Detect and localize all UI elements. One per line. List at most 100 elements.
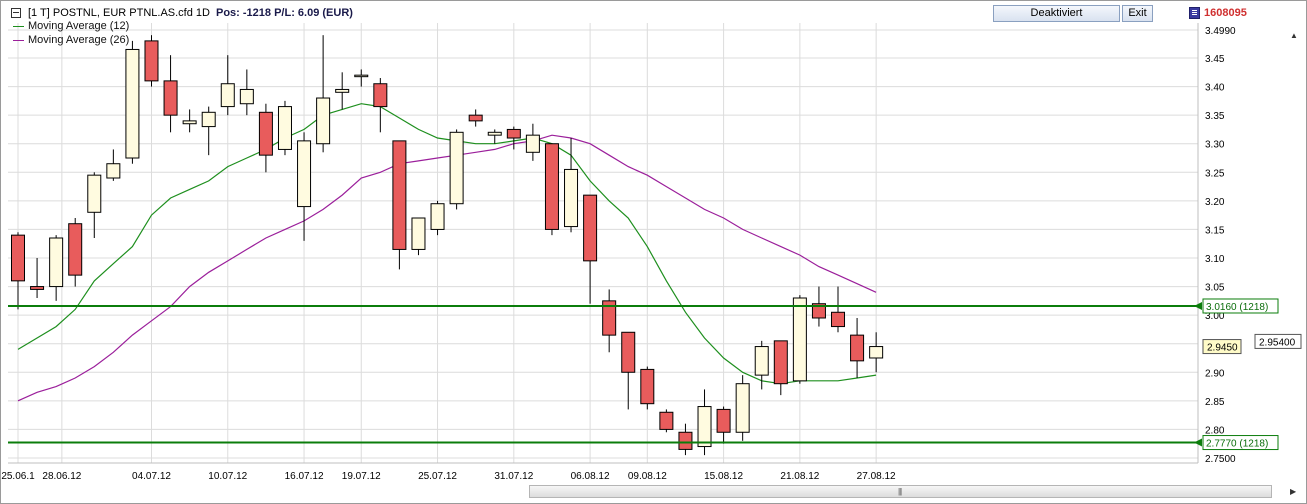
candle <box>583 194 598 304</box>
candle-body <box>811 303 826 319</box>
candle-body <box>544 143 559 230</box>
candle-body <box>392 140 407 250</box>
candle <box>468 109 483 127</box>
x-tick-label: 09.08.12 <box>628 471 667 482</box>
candle <box>831 286 846 333</box>
candle-body <box>754 346 769 376</box>
candle <box>449 129 464 210</box>
candle <box>392 140 407 270</box>
candle-body <box>583 194 598 262</box>
y-tick-label: 2.90 <box>1205 368 1225 379</box>
candle <box>621 331 636 410</box>
collapse-box-icon[interactable] <box>11 8 21 18</box>
legend-ma12: Moving Average (12) <box>13 20 129 33</box>
x-tick-label: 25.07.12 <box>418 471 457 482</box>
candle <box>201 106 216 156</box>
order-line-label: 3.0160 (1218) <box>1206 302 1268 313</box>
candle-body <box>49 237 64 288</box>
candle-body <box>354 74 369 78</box>
legend-ma26-label: Moving Average (26) <box>28 34 130 46</box>
y-tick-label: 2.85 <box>1205 397 1225 408</box>
candle-body <box>564 168 579 228</box>
candle-body <box>30 286 45 290</box>
candle-body <box>831 311 846 328</box>
candle-body <box>201 111 216 128</box>
candle-body <box>125 48 140 159</box>
candle <box>125 40 140 164</box>
x-tick-label: 06.08.12 <box>571 471 610 482</box>
candle <box>316 35 331 153</box>
order-line-label: 2.7770 (1218) <box>1206 439 1268 450</box>
y-tick-label: 3.35 <box>1205 111 1225 122</box>
x-tick-label: 16.07.12 <box>285 471 324 482</box>
position-info: Pos: -1218 P/L: 6.09 (EUR) <box>216 7 353 19</box>
candle-body <box>735 383 750 433</box>
candle <box>487 129 502 144</box>
y-tick-label: 3.15 <box>1205 225 1225 236</box>
candle-body <box>621 331 636 373</box>
y-tick-label: 3.45 <box>1205 54 1225 65</box>
x-tick-label: 10.07.12 <box>208 471 247 482</box>
candle <box>735 375 750 441</box>
candle-body <box>850 334 865 362</box>
order-line-tag <box>1202 298 1279 314</box>
scroll-right-arrow-icon[interactable]: ▶ <box>1290 487 1297 496</box>
price-tag-label: 2.95400 <box>1259 337 1296 348</box>
candle-body <box>106 163 121 179</box>
candle-body <box>716 408 731 433</box>
candle <box>602 289 617 353</box>
candle <box>163 55 178 133</box>
candle <box>182 109 197 133</box>
price-tag-label: 2.9450 <box>1207 343 1238 354</box>
candle-body <box>430 203 445 230</box>
candle-body <box>11 234 25 282</box>
candle-body <box>678 431 693 450</box>
candle <box>430 200 445 236</box>
candle <box>277 100 292 156</box>
candle-body <box>411 217 426 250</box>
chart-title: [1 T] POSTNL, EUR PTNL.AS.cfd 1D <box>28 7 210 19</box>
candle <box>697 389 712 456</box>
horizontal-scrollbar[interactable]: ||| <box>529 485 1272 498</box>
candle <box>220 55 235 116</box>
candle-body <box>258 111 273 156</box>
candle <box>773 340 788 396</box>
candle-body <box>277 106 292 150</box>
candle <box>850 317 865 378</box>
y-tick-label: 3.10 <box>1205 254 1225 265</box>
deactivated-button[interactable]: Deaktiviert <box>993 5 1120 22</box>
order-line-tag <box>1202 435 1279 451</box>
candle <box>297 132 312 241</box>
candle-body <box>335 88 350 93</box>
candle-body <box>773 340 788 385</box>
candle <box>754 340 769 390</box>
candle-body <box>869 346 884 359</box>
x-tick-label: 28.06.12 <box>42 471 81 482</box>
candle <box>258 103 273 173</box>
exit-button[interactable]: Exit <box>1122 5 1153 22</box>
candle <box>335 72 350 110</box>
y-tick-label: 2.80 <box>1205 425 1225 436</box>
candle <box>30 257 45 298</box>
candle-body <box>659 411 674 430</box>
plot-area <box>8 23 1198 463</box>
y-tick-label: 3.20 <box>1205 197 1225 208</box>
price-tag <box>1202 339 1242 355</box>
scroll-grip-icon[interactable]: ||| <box>898 487 902 496</box>
x-tick-label: 27.08.12 <box>857 471 896 482</box>
candle-body <box>163 80 178 116</box>
candle <box>87 172 102 239</box>
y-tick-label: 3.25 <box>1205 168 1225 179</box>
candle-body <box>239 88 254 105</box>
candle <box>716 406 731 444</box>
candle <box>239 69 254 116</box>
candle-body <box>506 128 521 139</box>
candle-body <box>144 40 159 82</box>
resize-arrow-icon[interactable]: ▲ <box>1290 31 1298 40</box>
candle-body <box>602 300 617 336</box>
x-tick-label: 19.07.12 <box>342 471 381 482</box>
candle-body <box>640 368 655 405</box>
y-tick-label: 3.30 <box>1205 140 1225 151</box>
